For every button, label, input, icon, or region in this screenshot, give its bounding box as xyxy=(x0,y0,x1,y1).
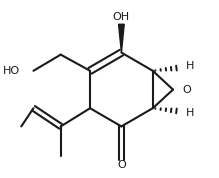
Text: OH: OH xyxy=(113,12,130,22)
Text: H: H xyxy=(186,61,194,71)
Text: H: H xyxy=(186,108,194,118)
Polygon shape xyxy=(118,24,124,53)
Text: O: O xyxy=(117,160,126,170)
Text: O: O xyxy=(182,85,191,95)
Text: HO: HO xyxy=(3,66,20,76)
